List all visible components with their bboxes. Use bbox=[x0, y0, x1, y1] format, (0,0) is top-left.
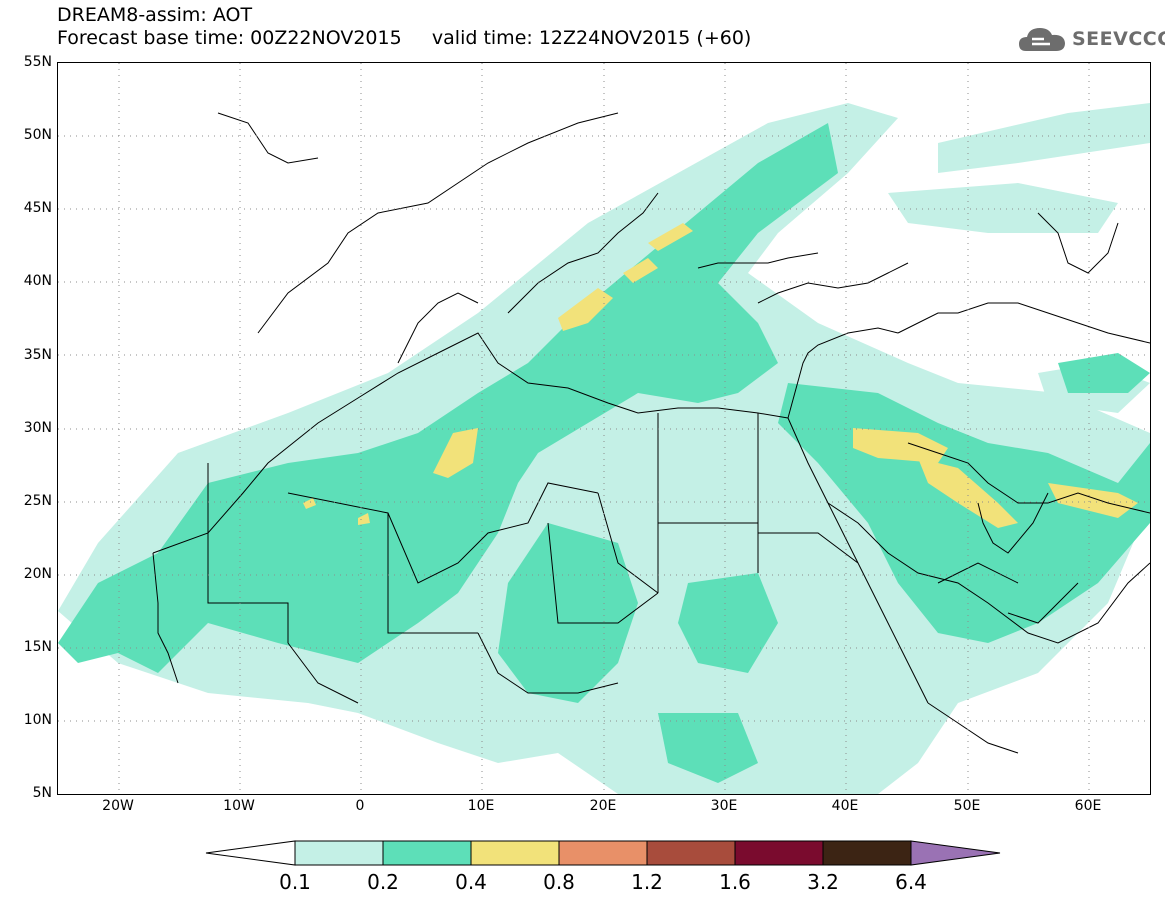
lat-label: 10N bbox=[23, 712, 52, 728]
map-title-block: DREAM8-assim: AOT Forecast base time: 00… bbox=[57, 4, 751, 50]
lat-label: 15N bbox=[23, 639, 52, 655]
colorbar-swatch bbox=[470, 840, 560, 866]
colorbar-label: 6.4 bbox=[895, 870, 927, 894]
colorbar-label: 0.2 bbox=[367, 870, 399, 894]
lat-label: 50N bbox=[23, 127, 52, 143]
lon-label: 40E bbox=[831, 798, 859, 814]
logo-text: SEEVCCC bbox=[1072, 28, 1165, 50]
lon-label: 20W bbox=[102, 798, 134, 814]
colorbar-label: 0.8 bbox=[543, 870, 575, 894]
forecast-base-time: Forecast base time: 00Z22NOV2015 bbox=[57, 27, 402, 49]
lat-label: 20N bbox=[23, 566, 52, 582]
colorbar-label: 0.4 bbox=[455, 870, 487, 894]
colorbar-svg bbox=[205, 840, 1001, 866]
lon-label: 60E bbox=[1074, 798, 1102, 814]
valid-time: valid time: 12Z24NOV2015 (+60) bbox=[431, 27, 752, 49]
lon-label: 30E bbox=[710, 798, 738, 814]
product-title: DREAM8-assim: AOT bbox=[57, 4, 253, 26]
cloud-icon bbox=[1019, 28, 1065, 51]
colorbar-label: 0.1 bbox=[279, 870, 311, 894]
colorbar bbox=[205, 840, 1005, 870]
lon-label: 50E bbox=[953, 798, 981, 814]
lon-label: 10W bbox=[223, 798, 255, 814]
colorbar-swatch bbox=[734, 840, 824, 866]
time-info-line: Forecast base time: 00Z22NOV2015 valid t… bbox=[57, 27, 751, 50]
colorbar-under-triangle bbox=[205, 840, 296, 866]
map-frame bbox=[57, 62, 1151, 795]
colorbar-swatch bbox=[822, 840, 912, 866]
lat-label: 25N bbox=[23, 493, 52, 509]
lat-label: 40N bbox=[23, 273, 52, 289]
colorbar-label: 1.6 bbox=[719, 870, 751, 894]
colorbar-swatch bbox=[558, 840, 648, 866]
lat-label: 55N bbox=[23, 54, 52, 70]
lat-label: 30N bbox=[23, 420, 52, 436]
lat-label: 45N bbox=[23, 200, 52, 216]
graticule bbox=[58, 63, 1150, 794]
lat-label: 35N bbox=[23, 347, 52, 363]
colorbar-swatch bbox=[646, 840, 736, 866]
coastlines-borders bbox=[152, 112, 1150, 754]
aot-field-0.4 bbox=[303, 223, 1138, 528]
colorbar-label: 3.2 bbox=[807, 870, 839, 894]
lon-label: 10E bbox=[467, 798, 495, 814]
aot-map bbox=[58, 63, 1150, 794]
colorbar-label: 1.2 bbox=[631, 870, 663, 894]
colorbar-swatch bbox=[294, 840, 384, 866]
lon-label: 20E bbox=[589, 798, 617, 814]
seevccc-logo: SEEVCCC bbox=[1018, 24, 1165, 54]
lon-label: 0 bbox=[355, 798, 365, 814]
colorbar-swatch bbox=[382, 840, 472, 866]
colorbar-over-triangle bbox=[910, 840, 1001, 866]
lat-label: 5N bbox=[32, 785, 52, 801]
